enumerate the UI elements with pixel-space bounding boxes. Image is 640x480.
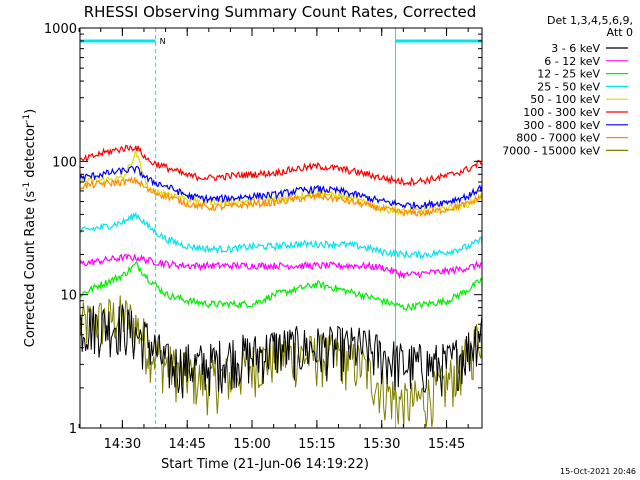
legend-entry-label: 25 - 50 keV <box>537 80 600 93</box>
y-tick-label: 10 <box>60 289 77 304</box>
series-line <box>79 165 483 210</box>
y-label-part-3: ) <box>23 109 38 114</box>
series-line <box>79 175 483 218</box>
legend-header: Det 1,3,4,5,6,9, <box>547 14 633 27</box>
series-line <box>79 144 483 187</box>
legend-entry-label: 3 - 6 keV <box>551 42 600 55</box>
y-tick-label: 1 <box>69 422 77 437</box>
series-line <box>79 211 483 260</box>
y-axis-label: Corrected Count Rate (s-1 detector-1) <box>22 109 38 347</box>
axes: 1 10 100 1000 14:30 14:45 15:00 15:15 15:30 15:45 <box>44 22 482 452</box>
chart-title: RHESSI Observing Summary Count Rates, Co… <box>84 3 477 21</box>
series-line <box>79 304 483 399</box>
y-label-sup-1: -1 <box>22 182 32 191</box>
footer-timestamp: 15-Oct-2021 20:46 <box>560 467 636 476</box>
y-label-part-2: detector <box>23 122 38 182</box>
x-tick-label: 15:00 <box>233 437 270 452</box>
y-tick-label: 100 <box>52 155 77 170</box>
legend-entry-label: 7000 - 15000 keV <box>502 144 600 157</box>
y-tick-label: 1000 <box>44 22 77 37</box>
x-tick-label: 14:45 <box>168 437 205 452</box>
legend-entry-label: 6 - 12 keV <box>544 55 600 68</box>
x-tick-label: 15:30 <box>363 437 400 452</box>
legend-entry-label: 12 - 25 keV <box>537 68 600 81</box>
x-tick-label: 14:30 <box>104 437 141 452</box>
legend-entry-label: 300 - 800 keV <box>523 119 600 132</box>
legend-entry-label: 800 - 7000 keV <box>516 132 600 145</box>
x-tick-label: 15:45 <box>428 437 465 452</box>
plot-frame <box>79 27 483 429</box>
legend-entry-label: 100 - 300 keV <box>523 106 600 119</box>
x-axis-label: Start Time (21-Jun-06 14:19:22) <box>161 457 369 472</box>
plot-area: N <box>79 28 483 428</box>
series-line <box>79 261 483 312</box>
y-label-sup-2: -1 <box>22 114 32 123</box>
night-label: N <box>160 37 166 46</box>
x-tick-label: 15:15 <box>298 437 335 452</box>
legend-entry-label: 50 - 100 keV <box>530 93 600 106</box>
y-label-part-1: Corrected Count Rate (s <box>23 191 38 348</box>
legend-header: Att 0 <box>607 26 633 39</box>
series-line <box>79 253 483 280</box>
